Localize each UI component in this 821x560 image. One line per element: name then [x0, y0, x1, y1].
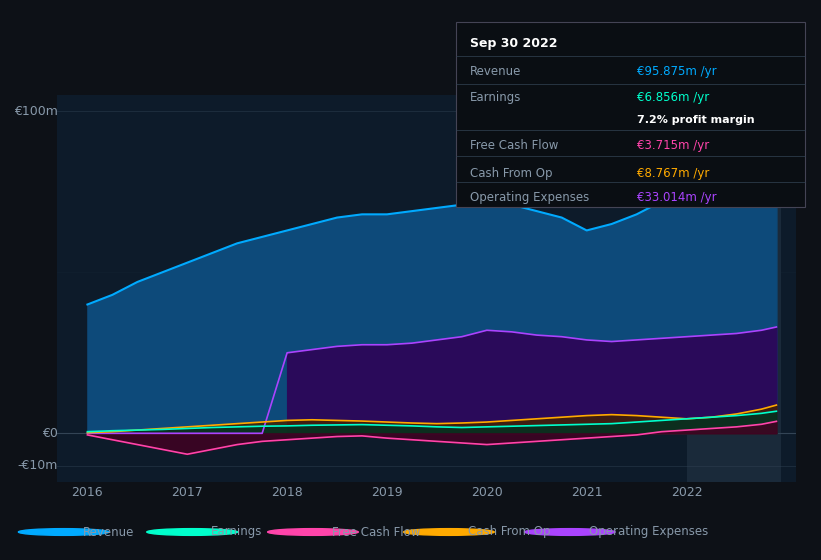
- Circle shape: [18, 529, 109, 535]
- Text: €33.014m /yr: €33.014m /yr: [637, 190, 717, 204]
- Text: -€10m: -€10m: [17, 459, 57, 472]
- Text: €6.856m /yr: €6.856m /yr: [637, 91, 709, 104]
- Text: Operating Expenses: Operating Expenses: [470, 190, 589, 204]
- Circle shape: [147, 529, 237, 535]
- Text: Free Cash Flow: Free Cash Flow: [332, 525, 420, 539]
- Text: €3.715m /yr: €3.715m /yr: [637, 139, 709, 152]
- Text: €95.875m /yr: €95.875m /yr: [637, 65, 717, 78]
- Text: Free Cash Flow: Free Cash Flow: [470, 139, 558, 152]
- Text: Earnings: Earnings: [211, 525, 263, 539]
- Text: €0: €0: [42, 427, 57, 440]
- Circle shape: [268, 529, 358, 535]
- Text: Cash From Op: Cash From Op: [468, 525, 550, 539]
- Circle shape: [404, 529, 494, 535]
- Text: Revenue: Revenue: [83, 525, 134, 539]
- Text: Operating Expenses: Operating Expenses: [589, 525, 708, 539]
- Text: €100m: €100m: [14, 105, 57, 118]
- Text: Earnings: Earnings: [470, 91, 521, 104]
- Text: Cash From Op: Cash From Op: [470, 166, 552, 180]
- Text: Sep 30 2022: Sep 30 2022: [470, 37, 557, 50]
- Text: €8.767m /yr: €8.767m /yr: [637, 166, 709, 180]
- Circle shape: [525, 529, 615, 535]
- Text: 7.2% profit margin: 7.2% profit margin: [637, 115, 754, 125]
- Text: Revenue: Revenue: [470, 65, 521, 78]
- Bar: [686, 95, 782, 482]
